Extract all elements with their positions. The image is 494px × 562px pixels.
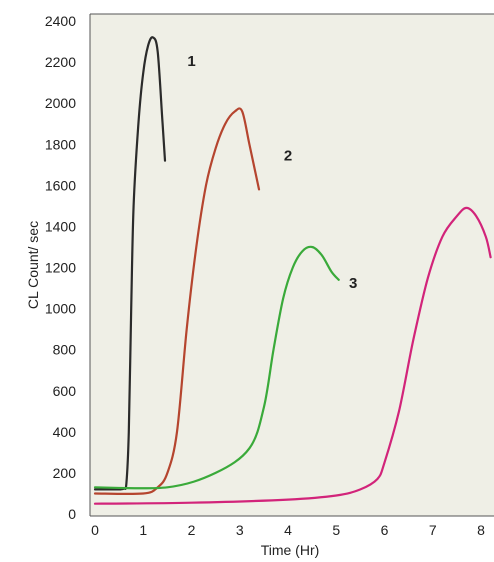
y-tick-label: 1800	[45, 136, 76, 152]
x-tick-label: 8	[477, 522, 485, 538]
y-tick-label: 0	[68, 506, 76, 522]
y-tick-label: 1000	[45, 301, 76, 317]
x-tick-label: 6	[381, 522, 389, 538]
x-tick-label: 1	[139, 522, 147, 538]
y-tick-label: 2200	[45, 54, 76, 70]
plot-background	[90, 14, 494, 516]
y-axis-title: CL Count/ sec	[25, 221, 41, 309]
x-tick-label: 0	[91, 522, 99, 538]
y-tick-label: 1400	[45, 218, 76, 234]
y-tick-labels: 0 200 400 600 800 1000 1200 1400 1600 1800 2000 220…	[45, 13, 76, 522]
y-tick-label: 400	[53, 424, 77, 440]
y-tick-label: 800	[53, 342, 77, 358]
x-tick-label: 5	[332, 522, 340, 538]
y-tick-label: 600	[53, 383, 77, 399]
x-tick-label: 2	[188, 522, 196, 538]
series-4-line	[93, 206, 492, 505]
x-tick-labels: 0 1 2 3 4 5 6 7 8	[91, 522, 485, 538]
curve-label-1: 1	[187, 53, 195, 70]
curve-label-3: 3	[349, 275, 357, 292]
series-layer	[93, 36, 492, 505]
x-tick-label: 7	[429, 522, 437, 538]
y-tick-label: 2400	[45, 13, 76, 29]
y-tick-label: 1200	[45, 260, 76, 276]
series-3-line	[93, 245, 340, 490]
series-2-line	[93, 107, 261, 496]
x-tick-label: 3	[236, 522, 244, 538]
x-axis-title: Time (Hr)	[261, 542, 320, 558]
y-tick-label: 2000	[45, 95, 76, 111]
curve-label-2: 2	[284, 148, 292, 165]
y-tick-label: 1600	[45, 177, 76, 193]
y-tick-label: 200	[53, 465, 77, 481]
x-tick-label: 4	[284, 522, 292, 538]
